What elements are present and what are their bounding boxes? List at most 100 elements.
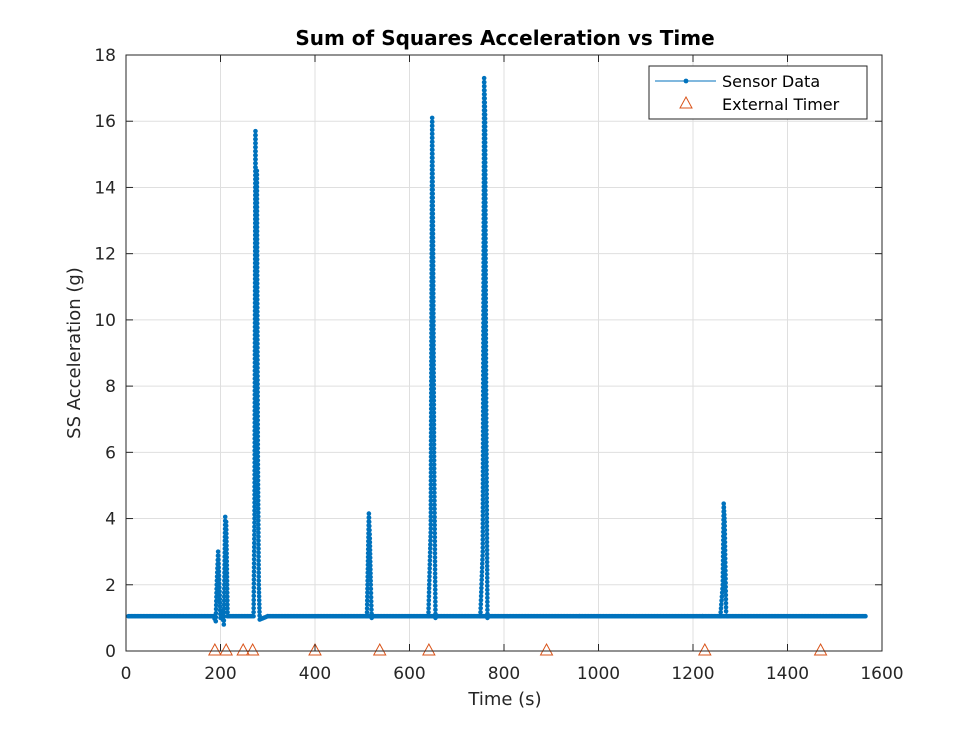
sensor-data-point — [364, 598, 370, 603]
sensor-data-point — [479, 561, 485, 567]
sensor-data-point — [482, 136, 488, 141]
sensor-data-point — [224, 543, 229, 548]
sensor-data-point — [252, 532, 257, 538]
sensor-data-point — [255, 458, 261, 463]
sensor-data-point — [479, 573, 485, 579]
sensor-data-point — [254, 293, 260, 298]
sensor-data-point — [718, 610, 723, 615]
external-timer-marker — [422, 642, 436, 656]
sensor-data-point — [483, 200, 488, 205]
sensor-data-point — [251, 552, 257, 558]
sensor-data-point — [256, 570, 261, 576]
sensor-data-point — [432, 510, 437, 516]
sensor-data-point — [224, 547, 229, 552]
sensor-data-point — [479, 585, 484, 591]
sensor-data-point — [252, 528, 257, 534]
sensor-data-point — [251, 565, 257, 570]
sensor-data-point — [224, 566, 230, 572]
sensor-data-point — [430, 143, 435, 149]
sensor-data-point — [484, 571, 490, 577]
sensor-data-point — [364, 602, 370, 607]
sensor-data-point — [251, 585, 257, 591]
sensor-data-point — [256, 566, 261, 572]
sensor-data-point — [431, 450, 437, 455]
sensor-data-point — [433, 607, 438, 613]
sensor-data-point — [483, 283, 489, 289]
sensor-data-point — [428, 522, 434, 527]
sensor-data-point — [224, 551, 229, 556]
sensor-data-point — [217, 589, 222, 594]
tick-marks — [125, 54, 883, 652]
sensor-data-point — [368, 563, 373, 568]
sensor-data-point — [251, 573, 257, 578]
sensor-data-point — [431, 398, 437, 403]
sensor-data-point — [483, 291, 489, 297]
sensor-data-point — [483, 363, 489, 369]
sensor-data-point — [432, 550, 438, 556]
sensor-data-point — [255, 325, 260, 330]
sensor-data-point — [722, 519, 727, 525]
sensor-data-point — [480, 473, 486, 478]
sensor-data-point — [430, 243, 436, 248]
sensor-data-point — [430, 175, 435, 181]
external-timer-marker — [245, 642, 260, 656]
sensor-data-point — [256, 558, 261, 563]
sensor-data-point — [484, 559, 490, 565]
sensor-data-point — [430, 207, 436, 213]
sensor-data-point — [368, 590, 374, 596]
sensor-data-point — [484, 523, 490, 529]
external-timer-marker — [372, 642, 387, 656]
sensor-data-point — [722, 535, 728, 541]
sensor-data-point — [723, 608, 729, 614]
sensor-data-point — [255, 498, 261, 503]
sensor-data-point — [484, 543, 490, 549]
sensor-data-point — [431, 446, 437, 451]
sensor-data-point — [430, 159, 435, 165]
sensor-data-point — [255, 446, 261, 451]
sensor-data-point — [255, 470, 261, 475]
y-tick-label: 2 — [105, 576, 116, 596]
sensor-data-point — [254, 180, 260, 186]
sensor-data-point — [255, 397, 260, 403]
sensor-data-point — [256, 542, 261, 547]
sensor-data-point — [251, 581, 257, 586]
external-timer-marker — [219, 642, 234, 656]
sensor-data-point — [430, 179, 435, 185]
sensor-data-point — [256, 594, 262, 599]
sensor-data-point — [482, 83, 487, 89]
sensor-data-point — [484, 483, 489, 489]
sensor-data-point — [723, 604, 729, 610]
sensor-data-point — [255, 429, 261, 435]
sensor-data-point — [483, 224, 488, 229]
sensor-data-point — [252, 480, 257, 485]
sensor-data-point — [216, 581, 222, 586]
sensor-data-point — [430, 203, 436, 209]
sensor-data-point — [255, 494, 261, 499]
sensor-data-point — [367, 555, 373, 561]
sensor-data-point — [427, 574, 432, 579]
sensor-data-point — [216, 565, 221, 570]
external-timer-marker — [539, 642, 554, 656]
sensor-data-point — [216, 573, 222, 578]
sensor-data-point — [483, 403, 489, 409]
sensor-data-point — [483, 319, 489, 325]
sensor-data-point — [364, 606, 370, 611]
sensor-data-point — [483, 184, 488, 189]
sensor-data-point — [483, 355, 489, 361]
sensor-data-point — [252, 516, 257, 521]
sensor-data-point — [429, 115, 435, 121]
sensor-data-point — [483, 236, 488, 241]
sensor-data-point — [256, 586, 262, 591]
sensor-data-point — [483, 351, 489, 357]
sensor-data-point — [431, 418, 437, 423]
sensor-data-point — [217, 604, 223, 609]
sensor-data-point — [483, 248, 488, 253]
sensor-data-point — [432, 538, 438, 544]
sensor-data-point — [483, 280, 488, 285]
sensor-data-point — [429, 123, 435, 129]
x-tick-label: 1200 — [671, 664, 714, 684]
sensor-data-point — [251, 569, 257, 574]
sensor-data-point — [721, 508, 727, 514]
sensor-data-point — [256, 518, 261, 523]
